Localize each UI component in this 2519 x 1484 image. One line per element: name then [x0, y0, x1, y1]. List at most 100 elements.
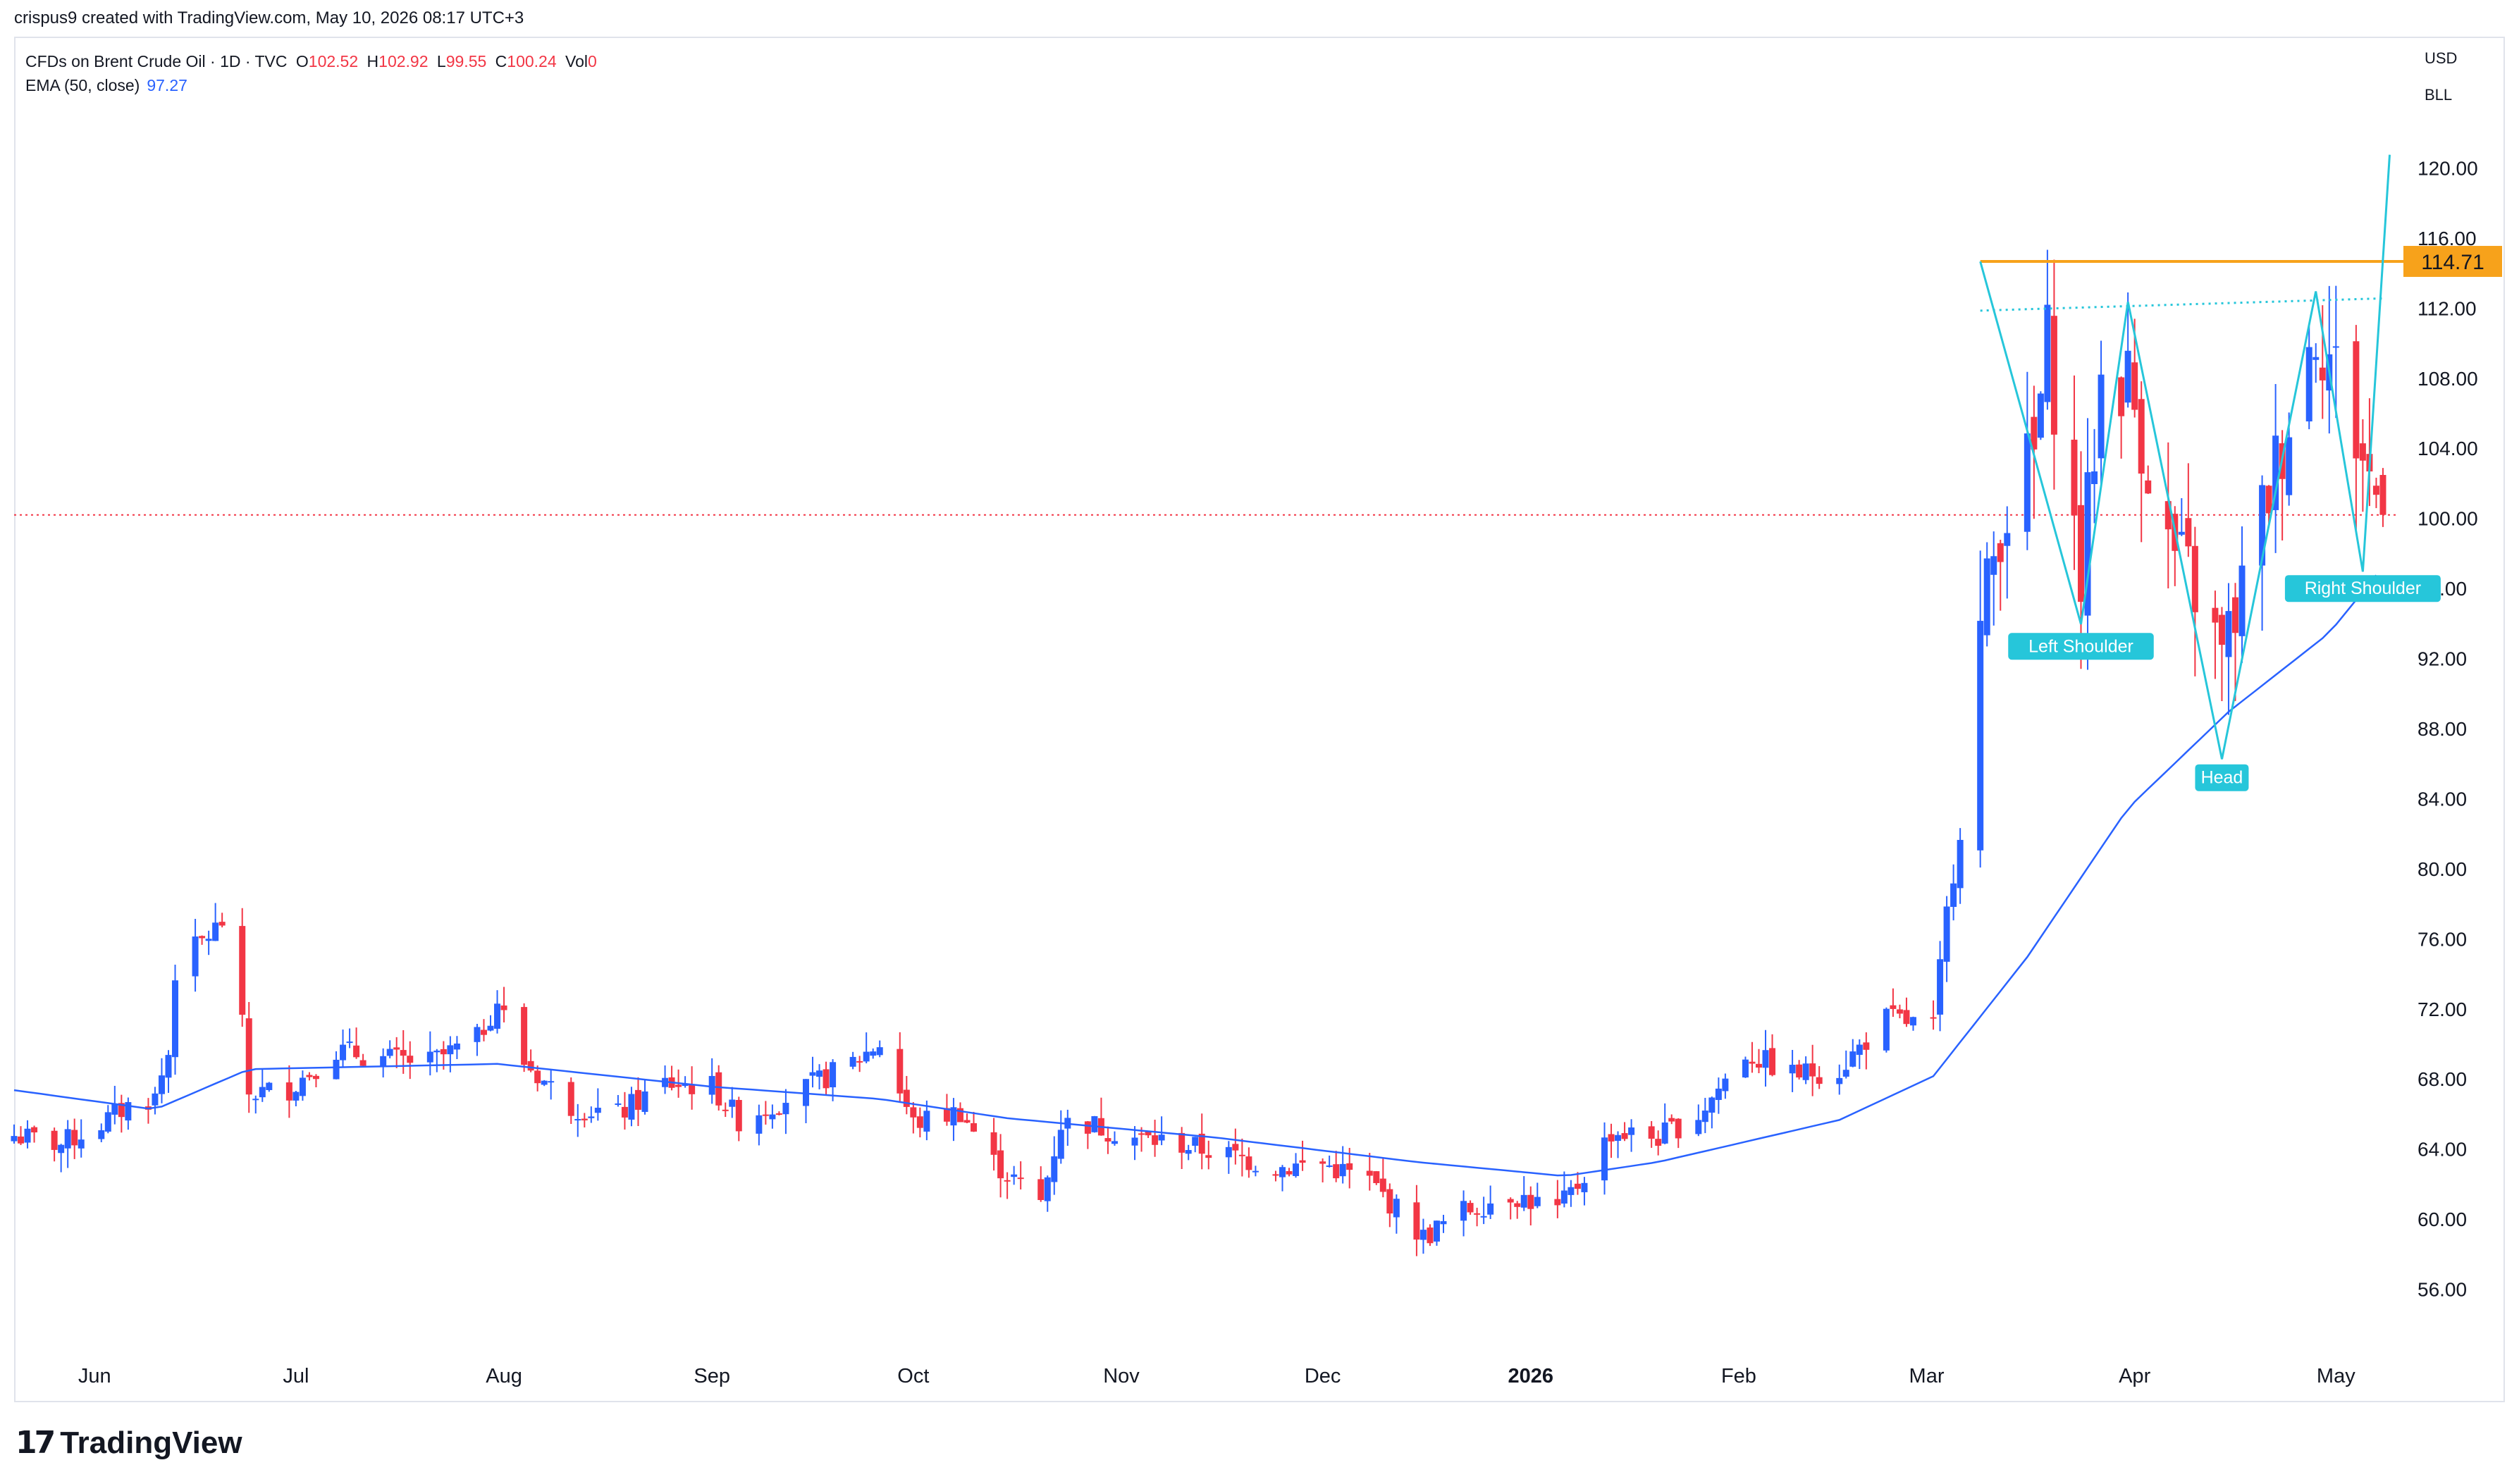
candle-body: [1084, 1121, 1091, 1134]
pattern-path: [1979, 154, 2391, 760]
candle-body: [715, 1072, 722, 1106]
candle-body: [1695, 1120, 1702, 1134]
x-tick-label: May: [2317, 1365, 2355, 1387]
candle-body: [675, 1084, 682, 1087]
candle-body: [31, 1127, 38, 1133]
candle-body: [1930, 1017, 1937, 1019]
candle-body: [199, 936, 206, 939]
candle-body: [1011, 1174, 1018, 1177]
candle-body: [2372, 486, 2379, 495]
candle-body: [1762, 1050, 1769, 1068]
currency-label[interactable]: USD: [2425, 49, 2458, 67]
candle-body: [1903, 1010, 1910, 1025]
ema-row[interactable]: EMA (50, close) 97.27: [25, 73, 597, 97]
open-value: 102.52: [308, 52, 359, 70]
candle-body: [285, 1082, 292, 1101]
close-value: 100.24: [507, 52, 557, 70]
candle-body: [588, 1116, 595, 1118]
candle-body: [634, 1089, 641, 1110]
x-tick-label: Sep: [694, 1365, 730, 1387]
candle-body: [689, 1084, 696, 1094]
candle-body: [527, 1061, 534, 1071]
candle-body: [2004, 533, 2011, 546]
candle-body: [1983, 558, 1990, 636]
y-tick-label: 112.00: [2418, 297, 2477, 319]
candle-body: [1138, 1133, 1145, 1135]
candle-body: [1460, 1201, 1467, 1221]
candle-body: [2332, 346, 2339, 348]
candle-body: [1272, 1174, 1279, 1176]
candle-body: [1440, 1221, 1447, 1225]
candle-body: [628, 1094, 635, 1120]
candle-body: [1816, 1077, 1823, 1084]
symbol-label: CFDs on Brent Crude Oil · 1D · TVC: [25, 52, 288, 70]
candle-body: [548, 1081, 555, 1083]
candle-body: [1883, 1008, 1890, 1051]
candle-body: [567, 1082, 574, 1116]
candle-body: [2218, 614, 2225, 645]
candle-body: [722, 1109, 729, 1111]
candle-body: [64, 1129, 71, 1149]
candle-body: [266, 1082, 273, 1090]
ema-value: 97.27: [147, 76, 187, 94]
candle-body: [2238, 565, 2246, 636]
candle-body: [2178, 531, 2185, 535]
candle-body: [359, 1060, 367, 1066]
candle-body: [1507, 1199, 1514, 1203]
candle-body: [1293, 1163, 1300, 1176]
candle-body: [18, 1136, 25, 1144]
candle-body: [2379, 475, 2386, 515]
candle-body: [574, 1119, 581, 1121]
candle-body: [2145, 480, 2152, 494]
candle-body: [1413, 1202, 1420, 1240]
x-tick-label: Dec: [1305, 1365, 1341, 1387]
candle-body: [1648, 1126, 1655, 1139]
symbol-row[interactable]: CFDs on Brent Crude Oil · 1D · TVC O102.…: [25, 49, 597, 73]
candle-body: [923, 1111, 930, 1132]
candle-body: [292, 1092, 300, 1101]
candle-body: [1419, 1230, 1427, 1240]
candle-body: [1527, 1194, 1534, 1209]
candle-body: [340, 1044, 347, 1061]
y-tick-label: 76.00: [2418, 928, 2467, 950]
candle-body: [769, 1114, 776, 1120]
candle-body: [1675, 1118, 1682, 1139]
candle-body: [581, 1118, 588, 1120]
candle-body: [2225, 611, 2232, 657]
candle-body: [111, 1103, 118, 1115]
candle-body: [1789, 1065, 1796, 1074]
candle-body: [2078, 505, 2085, 602]
candle-body: [830, 1062, 837, 1088]
x-tick-label: Feb: [1721, 1365, 1756, 1387]
candle-body: [1574, 1183, 1581, 1189]
candle-body: [1668, 1118, 1675, 1122]
candle-body: [1386, 1189, 1393, 1214]
x-tick-label: Oct: [897, 1365, 929, 1387]
candle-body: [1769, 1048, 1776, 1075]
candle-body: [2305, 347, 2312, 422]
candle-body: [239, 926, 246, 1015]
candle-body: [1608, 1134, 1615, 1142]
candle-body: [990, 1132, 997, 1155]
candle-body: [1836, 1077, 1843, 1084]
candle-body: [2353, 341, 2360, 459]
candle-body: [1145, 1132, 1152, 1136]
candle-body: [1990, 556, 1997, 575]
candle-body: [393, 1047, 400, 1050]
unit-label[interactable]: BLL: [2425, 86, 2453, 104]
candle-body: [802, 1079, 809, 1106]
candle-body: [1655, 1139, 1662, 1146]
x-tick-label: Apr: [2119, 1365, 2150, 1387]
candle-body: [1044, 1177, 1051, 1201]
candle-body: [1742, 1059, 1749, 1078]
candle-body: [2164, 501, 2172, 530]
candle-body: [494, 1003, 501, 1029]
candle-body: [487, 1025, 494, 1031]
candle-body: [1004, 1180, 1011, 1182]
tradingview-logo[interactable]: 17 TradingView: [16, 1425, 242, 1461]
candle-body: [1232, 1144, 1239, 1151]
candle-body: [1192, 1137, 1199, 1146]
candle-body: [2091, 471, 2098, 484]
high-value: 102.92: [378, 52, 429, 70]
